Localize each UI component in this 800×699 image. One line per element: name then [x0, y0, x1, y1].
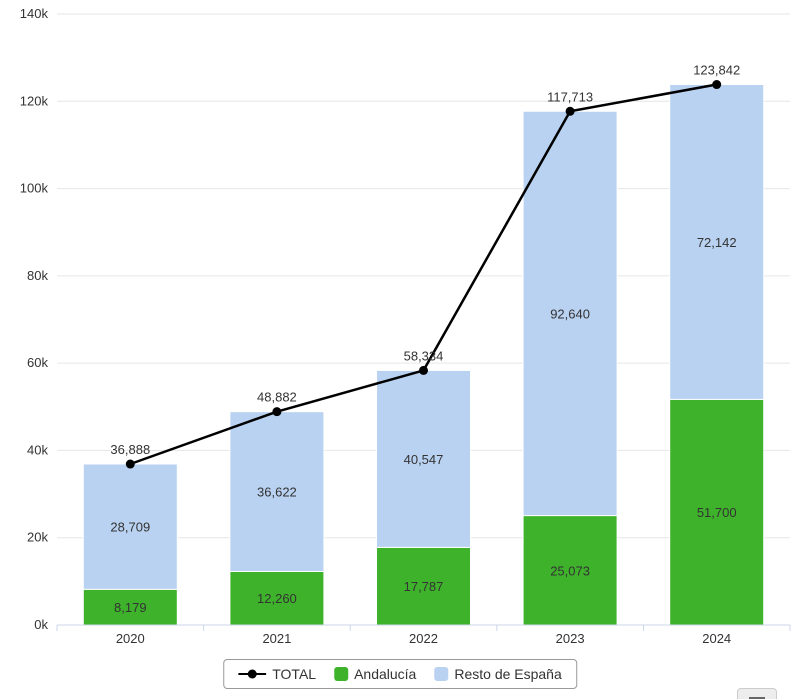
bar-segment-resto-espana[interactable] [376, 369, 471, 548]
y-axis-tick-label: 140k [20, 6, 49, 21]
total-value-label: 36,888 [110, 442, 150, 457]
total-line-point[interactable] [712, 80, 722, 90]
bar-segment-resto-espana[interactable] [669, 84, 765, 400]
bar-segment-andalucia[interactable] [82, 588, 178, 626]
x-axis-category-label: 2022 [409, 631, 438, 646]
andalucia-square-marker-icon [334, 667, 349, 681]
total-line-dot-marker-icon [238, 669, 267, 679]
legend-item-andalucia[interactable]: Andalucía [334, 666, 416, 682]
total-value-label: 58,334 [404, 348, 444, 363]
hamburger-menu-icon [749, 697, 765, 699]
bar-segment-resto-espana[interactable] [229, 411, 325, 572]
total-line-point[interactable] [125, 459, 135, 469]
resto-espana-value-label: 92,640 [550, 306, 590, 321]
legend-item-label: Resto de España [454, 666, 562, 682]
total-line-point[interactable] [272, 407, 282, 417]
resto-espana-value-label: 40,547 [404, 452, 444, 467]
bar-segment-andalucia[interactable] [229, 570, 325, 626]
x-axis-category-label: 2024 [702, 631, 731, 646]
resto-espana-value-label: 36,622 [257, 485, 297, 500]
y-axis-tick-label: 60k [27, 355, 48, 370]
andalucia-value-label: 17,787 [404, 579, 444, 594]
legend-item-total[interactable]: TOTAL [238, 666, 316, 682]
resto-espana-value-label: 72,142 [697, 235, 737, 250]
legend: TOTAL Andalucía Resto de España [223, 659, 577, 689]
total-line-point[interactable] [565, 106, 575, 116]
total-line-point[interactable] [419, 365, 428, 375]
andalucia-value-label: 51,700 [697, 505, 737, 520]
x-axis-category-label: 2020 [116, 631, 145, 646]
chart-svg: 0k 20k 40k 60k 80k 100k 120k 140k 8,179 28,709 202… [20, 6, 791, 646]
legend-item-label: TOTAL [272, 666, 317, 682]
x-axis-category-label: 2021 [262, 631, 291, 646]
legend-item-resto-espana[interactable]: Resto de España [434, 666, 562, 682]
andalucia-value-label: 25,073 [550, 563, 590, 578]
y-axis-tick-label: 80k [27, 268, 48, 283]
y-axis-tick-label: 20k [27, 530, 48, 545]
total-value-label: 48,882 [257, 390, 297, 405]
chart-export-menu-button[interactable] [737, 688, 777, 699]
resto-espana-square-marker-icon [434, 667, 449, 681]
y-axis-tick-label: 120k [20, 93, 49, 108]
bar-segment-resto-espana[interactable] [522, 110, 618, 517]
andalucia-value-label: 8,179 [114, 600, 147, 615]
bar-segment-resto-espana[interactable] [82, 463, 178, 590]
andalucia-value-label: 12,260 [257, 591, 297, 606]
resto-espana-value-label: 28,709 [110, 520, 150, 535]
total-value-label: 117,713 [547, 89, 593, 104]
y-axis-tick-label: 0k [34, 617, 48, 632]
bar-segment-andalucia[interactable] [376, 546, 471, 626]
y-axis-tick-label: 100k [20, 181, 49, 196]
legend-item-label: Andalucía [354, 666, 417, 682]
total-value-label: 123,842 [693, 63, 740, 78]
y-axis-tick-label: 40k [27, 442, 48, 457]
x-axis-category-label: 2023 [556, 631, 585, 646]
